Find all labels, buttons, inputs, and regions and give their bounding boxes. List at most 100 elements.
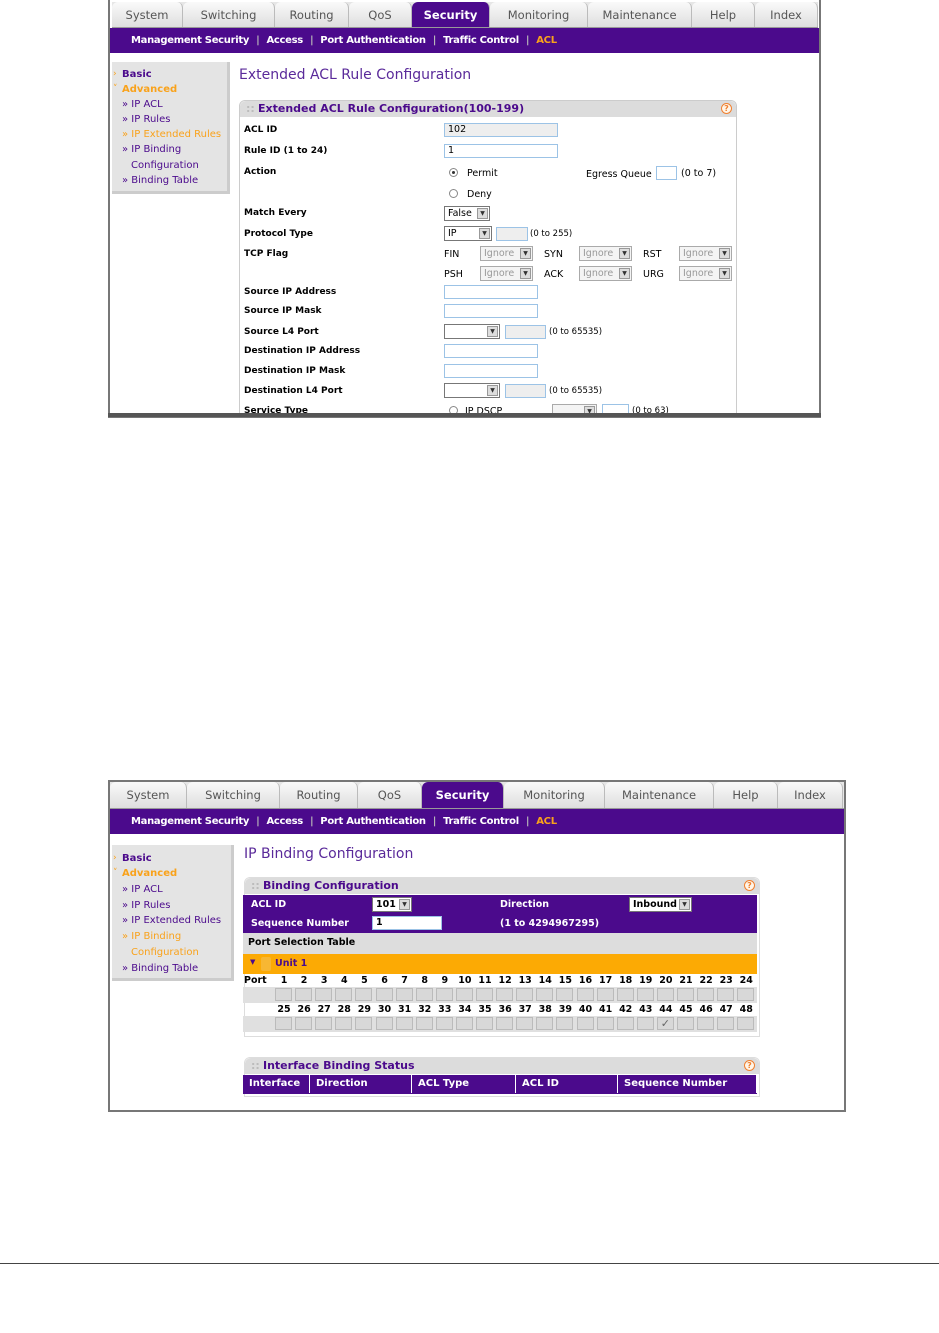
sidebar-item-basic[interactable]: Basic — [122, 69, 152, 80]
direction-select[interactable]: Inbound ▼ — [629, 897, 692, 912]
tab-index[interactable]: Index — [755, 2, 818, 27]
column-direction[interactable]: Direction — [310, 1075, 412, 1093]
port-2-checkbox[interactable] — [295, 988, 313, 1001]
help-icon[interactable]: ? — [744, 880, 755, 891]
port-33-checkbox[interactable] — [435, 1017, 453, 1030]
permit-radio[interactable] — [449, 168, 458, 177]
port-8-checkbox[interactable] — [415, 988, 433, 1001]
sidebar-item-ip-extended-rules[interactable]: » IP Extended Rules — [122, 915, 222, 926]
port-21-checkbox[interactable] — [677, 988, 694, 1001]
tab-security[interactable]: Security — [422, 782, 504, 808]
tab-switching[interactable]: Switching — [183, 2, 275, 27]
tab-routing[interactable]: Routing — [275, 2, 349, 27]
sidebar-item-configuration[interactable]: Configuration — [131, 947, 199, 958]
tab-system[interactable]: System — [110, 782, 187, 808]
port-45-checkbox[interactable] — [677, 1017, 694, 1030]
sidebar-item-ip-binding[interactable]: » IP Binding — [122, 144, 182, 155]
sidebar-item-advanced[interactable]: Advanced — [122, 84, 178, 95]
subnav-port-authentication[interactable]: Port Authentication — [320, 35, 426, 46]
tab-routing[interactable]: Routing — [280, 782, 358, 808]
port-31-checkbox[interactable] — [395, 1017, 413, 1030]
port-35-checkbox[interactable] — [476, 1017, 493, 1030]
rule-id-field[interactable]: 1 — [444, 144, 558, 158]
port-9-checkbox[interactable] — [435, 988, 453, 1001]
port-23-checkbox[interactable] — [717, 988, 735, 1001]
port-29-checkbox[interactable] — [355, 1017, 373, 1030]
tab-monitoring[interactable]: Monitoring — [490, 2, 588, 27]
help-icon[interactable]: ? — [744, 1060, 755, 1071]
tab-qos[interactable]: QoS — [358, 782, 422, 808]
subnav-acl[interactable]: ACL — [536, 35, 557, 46]
sidebar-item-ip-rules[interactable]: » IP Rules — [122, 900, 171, 911]
tab-qos[interactable]: QoS — [349, 2, 412, 27]
port-43-checkbox[interactable] — [636, 1017, 654, 1030]
port-15-checkbox[interactable] — [556, 988, 574, 1001]
expand-arrow-icon[interactable]: ▼ — [250, 958, 256, 966]
port-17-checkbox[interactable] — [596, 988, 614, 1001]
subnav-traffic-control[interactable]: Traffic Control — [443, 35, 519, 46]
port-34-checkbox[interactable] — [455, 1017, 473, 1030]
deny-radio[interactable] — [449, 189, 458, 198]
port-28-checkbox[interactable] — [335, 1017, 353, 1030]
sequence-field[interactable]: 1 — [372, 916, 442, 930]
sidebar-item-binding-table[interactable]: » Binding Table — [122, 175, 199, 186]
tab-maintenance[interactable]: Maintenance — [605, 782, 714, 808]
unit-row[interactable]: ▼ Unit 1 — [243, 954, 757, 974]
port-1-checkbox[interactable] — [275, 988, 292, 1001]
acl-id-select[interactable]: 101 ▼ — [372, 897, 412, 912]
column-interface[interactable]: Interface — [243, 1075, 310, 1093]
port-20-checkbox[interactable] — [656, 988, 674, 1001]
tab-switching[interactable]: Switching — [187, 782, 280, 808]
port-36-checkbox[interactable] — [496, 1017, 514, 1030]
sidebar-item-ip-acl[interactable]: » IP ACL — [122, 99, 163, 110]
port-41-checkbox[interactable] — [596, 1017, 614, 1030]
protocol-type-select[interactable]: IP ▼ — [444, 226, 492, 241]
dscp-field[interactable] — [602, 404, 629, 414]
source-port-select[interactable]: ▼ — [444, 324, 500, 339]
port-24-checkbox[interactable] — [737, 988, 755, 1001]
subnav-access[interactable]: Access — [266, 35, 303, 46]
tab-system[interactable]: System — [112, 2, 183, 27]
port-11-checkbox[interactable] — [476, 988, 493, 1001]
port-22-checkbox[interactable] — [697, 988, 715, 1001]
port-27-checkbox[interactable] — [315, 1017, 333, 1030]
dest-mask-field[interactable] — [444, 364, 538, 378]
port-44-checkbox-checked[interactable]: ✓ — [656, 1017, 674, 1030]
tab-monitoring[interactable]: Monitoring — [504, 782, 605, 808]
sidebar-item-ip-rules[interactable]: » IP Rules — [122, 114, 171, 125]
port-25-checkbox[interactable] — [275, 1017, 292, 1030]
port-48-checkbox[interactable] — [737, 1017, 755, 1030]
sidebar-item-advanced[interactable]: Advanced — [122, 868, 178, 879]
port-40-checkbox[interactable] — [576, 1017, 594, 1030]
dest-ip-field[interactable] — [444, 344, 538, 358]
port-5-checkbox[interactable] — [355, 988, 373, 1001]
port-13-checkbox[interactable] — [516, 988, 534, 1001]
unit-checkbox[interactable] — [261, 957, 271, 971]
tab-index[interactable]: Index — [778, 782, 843, 808]
subnav-management-security[interactable]: Management Security — [131, 35, 250, 46]
source-ip-field[interactable] — [444, 285, 538, 299]
port-37-checkbox[interactable] — [516, 1017, 534, 1030]
ip-dscp-radio[interactable] — [449, 406, 458, 414]
sidebar-item-configuration[interactable]: Configuration — [131, 160, 199, 171]
sidebar-item-basic[interactable]: Basic — [122, 853, 152, 864]
port-14-checkbox[interactable] — [536, 988, 554, 1001]
port-7-checkbox[interactable] — [395, 988, 413, 1001]
help-icon[interactable]: ? — [721, 103, 732, 114]
subnav-acl[interactable]: ACL — [536, 816, 557, 827]
port-30-checkbox[interactable] — [375, 1017, 393, 1030]
column-acl-id[interactable]: ACL ID — [516, 1075, 618, 1093]
port-6-checkbox[interactable] — [375, 988, 393, 1001]
column-acl-type[interactable]: ACL Type — [412, 1075, 516, 1093]
port-3-checkbox[interactable] — [315, 988, 333, 1001]
port-46-checkbox[interactable] — [697, 1017, 715, 1030]
sidebar-item-binding-table[interactable]: » Binding Table — [122, 963, 199, 974]
subnav-management-security[interactable]: Management Security — [131, 816, 250, 827]
port-47-checkbox[interactable] — [717, 1017, 735, 1030]
dest-port-select[interactable]: ▼ — [444, 383, 500, 398]
sidebar-item-ip-extended-rules[interactable]: » IP Extended Rules — [122, 129, 222, 140]
subnav-access[interactable]: Access — [266, 816, 303, 827]
egress-queue-field[interactable] — [656, 166, 677, 180]
port-19-checkbox[interactable] — [636, 988, 654, 1001]
port-26-checkbox[interactable] — [295, 1017, 313, 1030]
